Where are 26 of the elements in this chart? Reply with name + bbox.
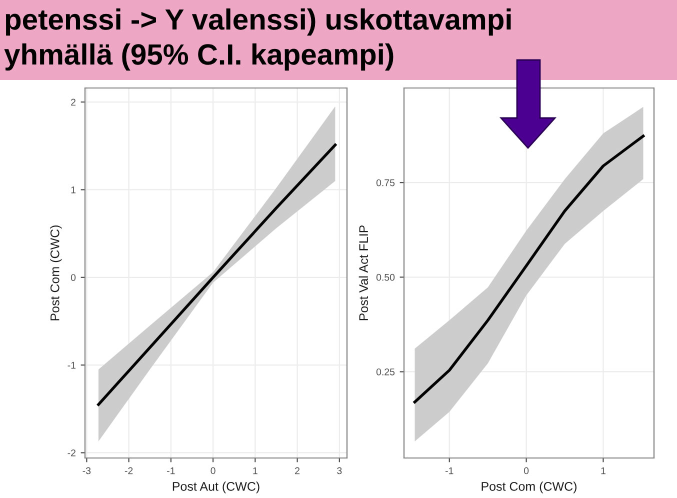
- x-tick-label: 1: [253, 467, 258, 474]
- y-tick-label: 0.50: [376, 274, 395, 281]
- x-tick-label: 3: [337, 467, 342, 474]
- y-tick-label: 0: [70, 274, 76, 281]
- y-tick-label: 0.75: [376, 179, 395, 186]
- y-tick-label: 2: [71, 98, 76, 106]
- y-tick-label: 0.25: [376, 368, 395, 376]
- y-axis-title: Post Com (CWC): [50, 226, 62, 320]
- x-axis-title: Post Aut (CWC): [172, 482, 260, 494]
- x-tick-label: -2: [124, 467, 133, 474]
- x-tick-label: -3: [82, 467, 91, 474]
- line-series: [413, 134, 645, 404]
- y-tick-label: -1: [68, 362, 76, 369]
- y-tick-label: 1: [71, 186, 76, 194]
- x-tick-label: 0: [210, 467, 216, 474]
- chart-title: petenssi -> Y valenssi) uskottavampi: [6, 8, 511, 36]
- x-tick-label: 0: [524, 467, 529, 474]
- y-tick-label: -2: [68, 449, 76, 456]
- line-series: [97, 144, 337, 406]
- x-tick-label: 1: [601, 467, 606, 474]
- x-tick-label: -1: [445, 467, 454, 474]
- chart-subtitle: yhmällä (95% C.I. kapeampi): [4, 43, 394, 71]
- x-tick-label: 2: [295, 467, 300, 474]
- x-axis-title: Post Com (CWC): [482, 482, 576, 494]
- x-tick-label: -1: [167, 467, 175, 474]
- y-axis-title: Post Val Act FLIP: [358, 225, 368, 320]
